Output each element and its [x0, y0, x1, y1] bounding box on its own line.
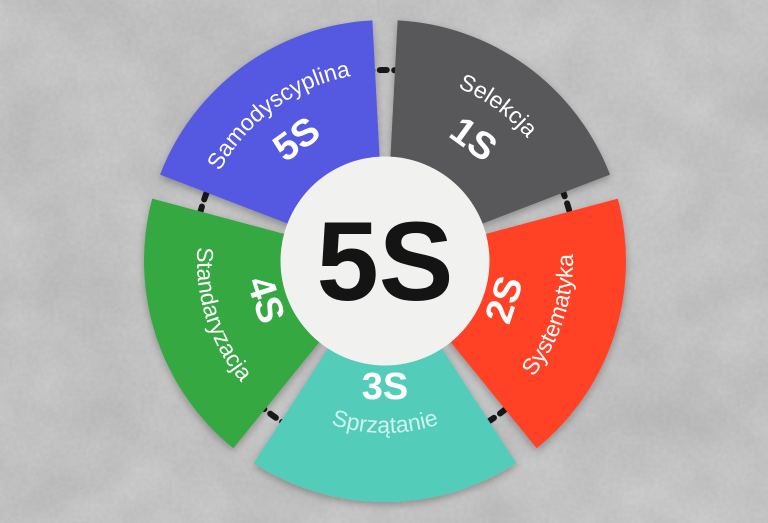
svg-text:3S: 3S	[362, 366, 408, 408]
svg-text:5S: 5S	[317, 199, 454, 324]
